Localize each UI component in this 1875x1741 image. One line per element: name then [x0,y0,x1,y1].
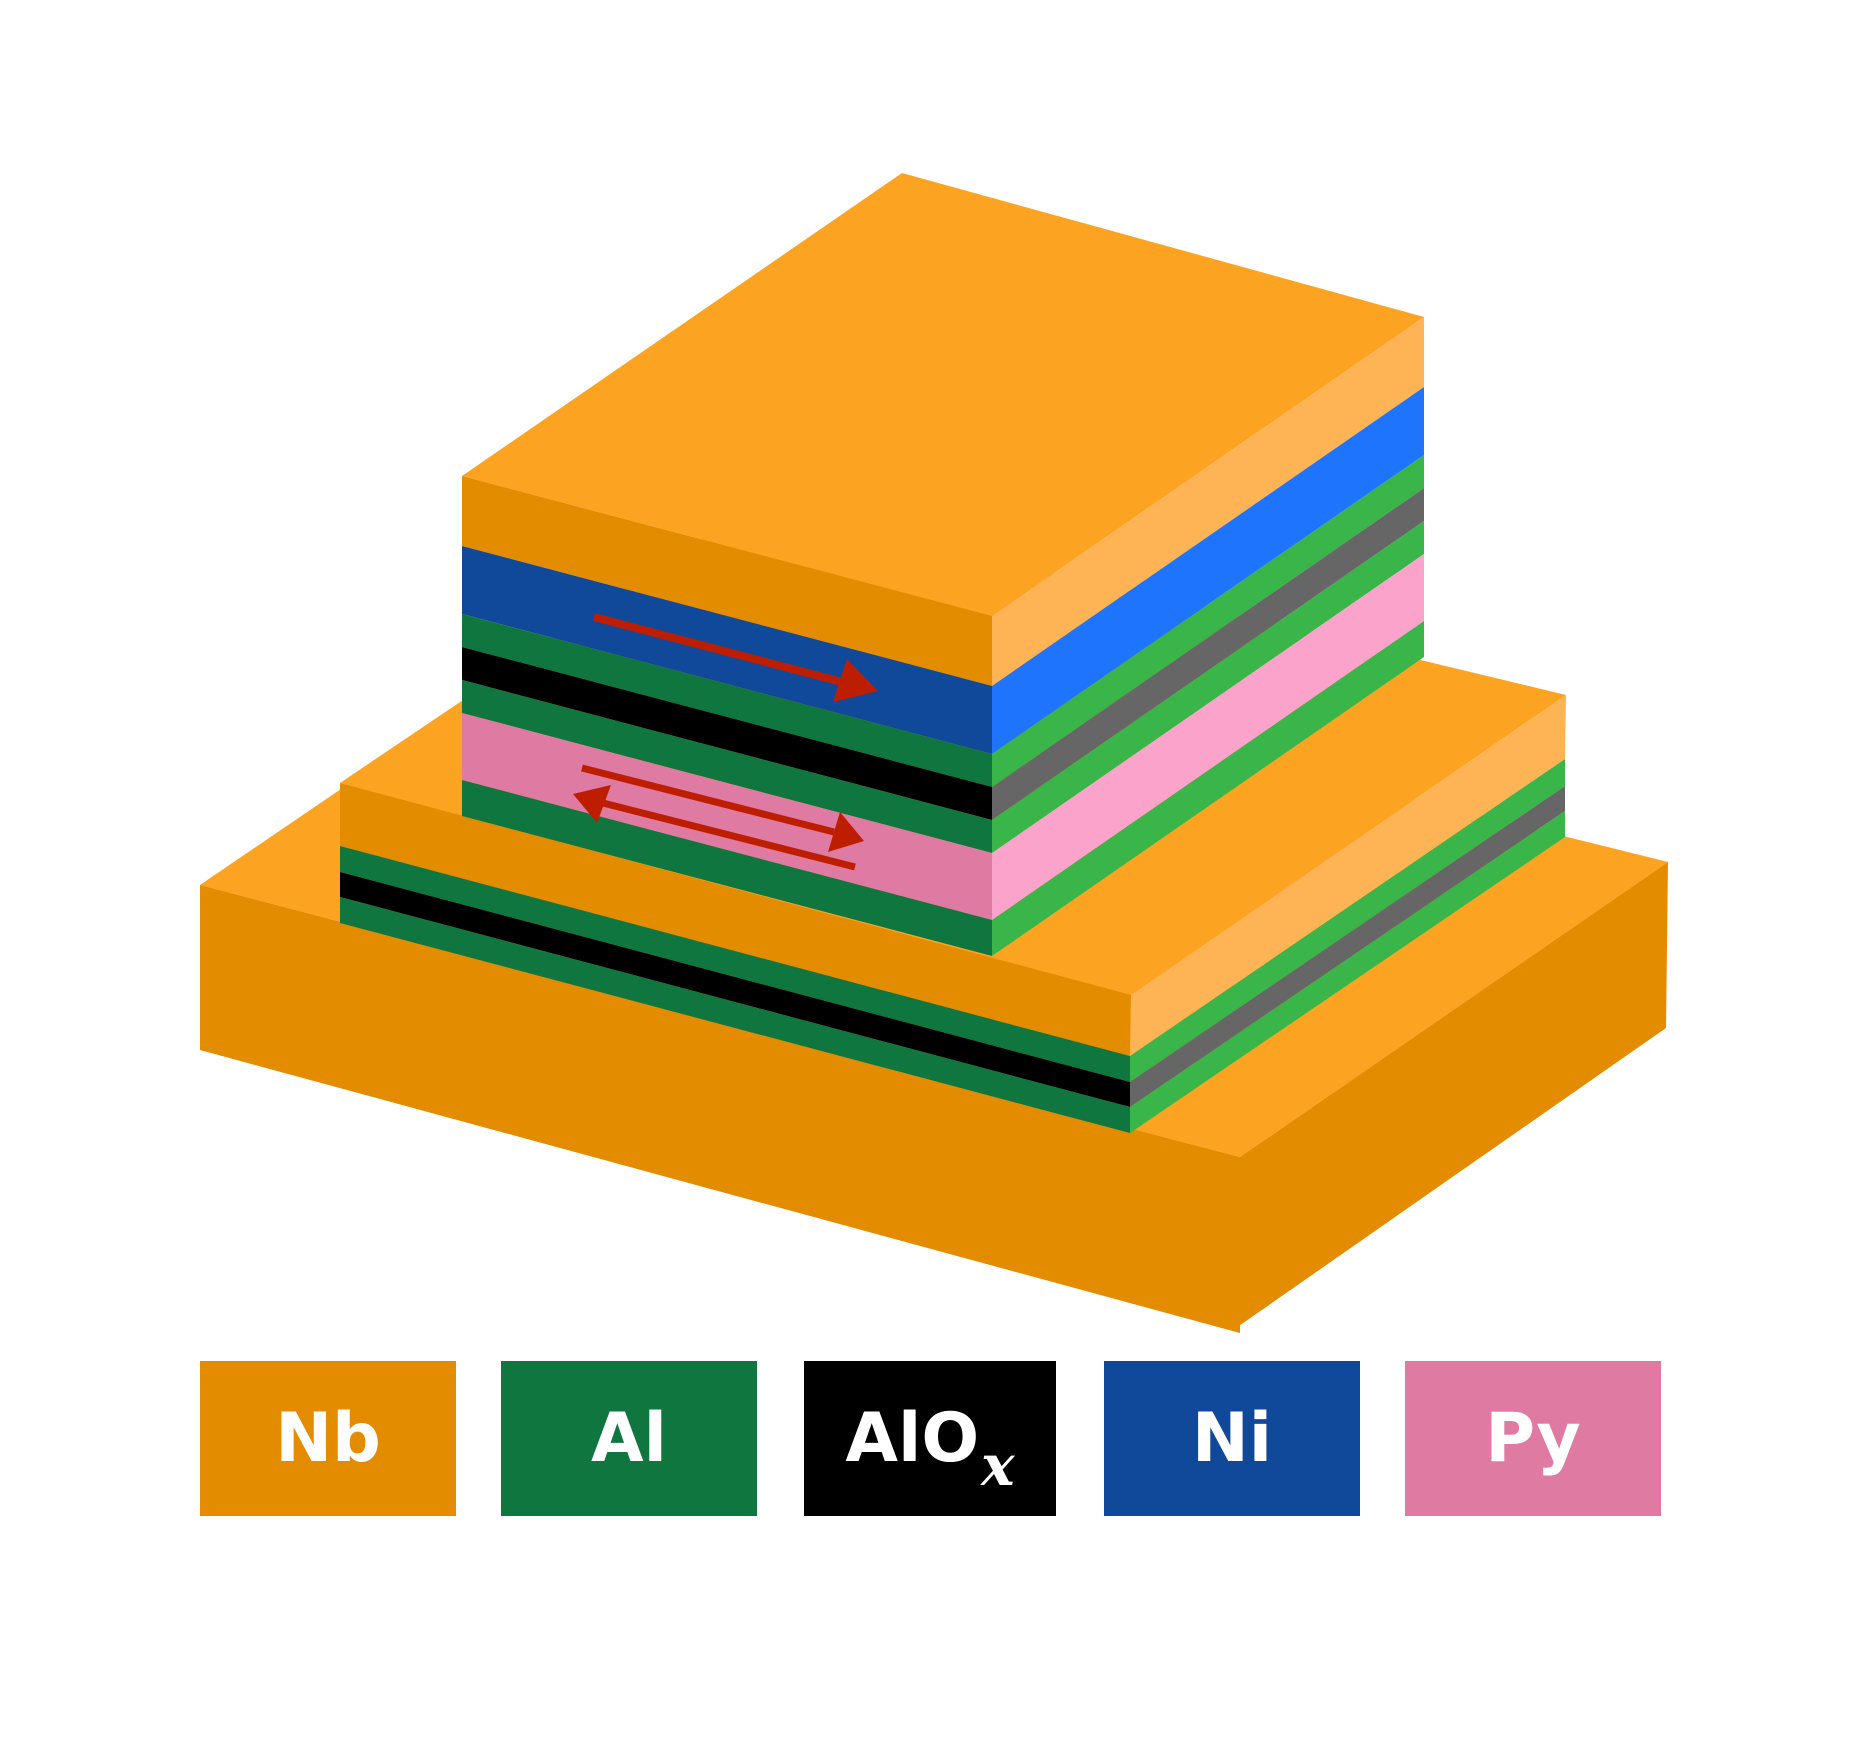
pillar-al-upper-front [462,614,992,787]
pillar-nb-top [462,173,1424,616]
middle-nb-front [340,783,1131,1056]
middle-alox-front [340,872,1130,1107]
magnetization-arrows [573,613,878,871]
pillar-ni-side [992,387,1424,754]
pillar-py-side [992,554,1424,920]
py-magnetization-arrow-left [573,785,856,871]
pillar-alox-side [992,488,1424,820]
legend-nb: Nb [200,1361,456,1516]
legend-nb-label: Nb [275,1398,381,1478]
legend-al-label: Al [591,1398,667,1478]
middle-nb-side [1130,695,1566,1056]
nb-base-front [200,885,1240,1333]
pillar-al-lower-front [462,780,992,956]
legend-py-label: Py [1485,1398,1581,1478]
legend-ni: Ni [1104,1361,1360,1516]
legend-alox: AlOx [804,1361,1056,1516]
pillar-alox-front [462,647,992,820]
legend-py: Py [1405,1361,1661,1516]
pillar-nb-side [992,317,1424,686]
middle-al-lower-side [1130,811,1565,1133]
middle-al-upper-side [1130,759,1565,1082]
pillar-al-middle-front [462,680,992,853]
middle-alox-side [1130,786,1565,1107]
legend-al: Al [501,1361,757,1516]
legend-ni-label: Ni [1191,1398,1273,1478]
nb-base-side [1236,862,1668,1328]
py-magnetization-arrow-right [581,764,864,852]
legend-alox-subscript: x [981,1432,1015,1499]
ni-magnetization-arrow [592,613,878,702]
pillar-al-lower-side [992,621,1424,956]
middle-al-lower-front [340,897,1130,1133]
pillar-al-upper-side [992,455,1424,787]
pillar-py-front [462,713,992,920]
legend-alox-label: AlOx [845,1398,1015,1499]
top-pillar [462,173,1424,956]
pillar-al-middle-side [992,521,1424,853]
middle-al-upper-front [340,846,1130,1082]
pillar-nb-front [462,476,992,686]
